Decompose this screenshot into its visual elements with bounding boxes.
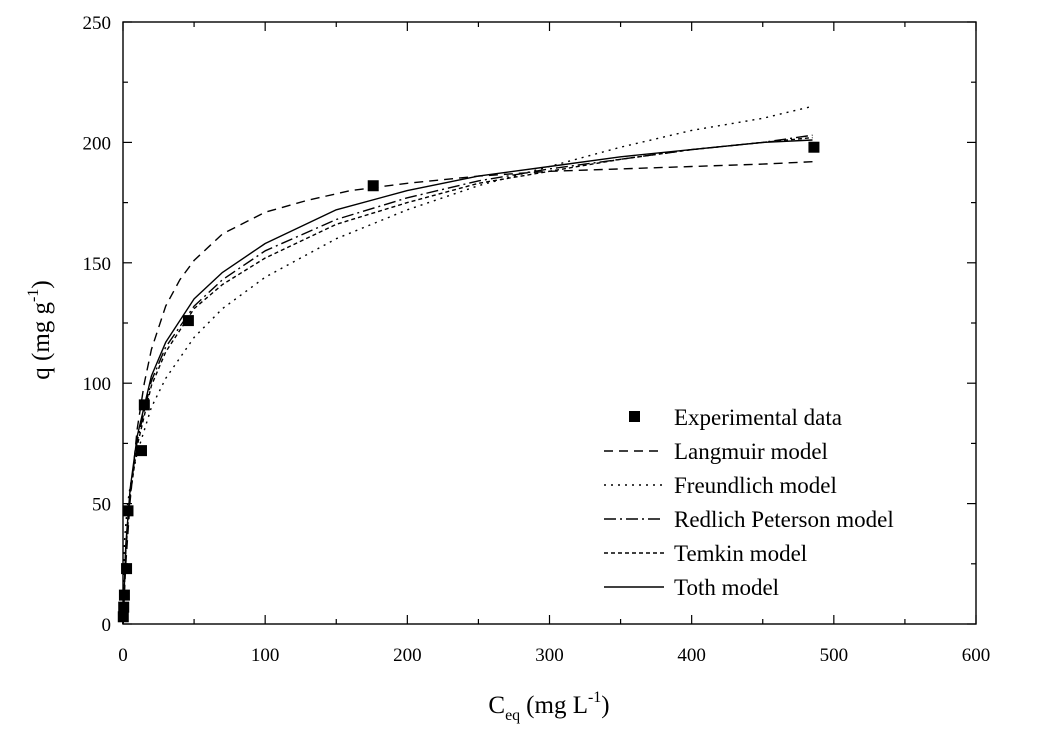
legend-item-temkin-model: Temkin model <box>604 541 807 566</box>
legend: Experimental data Langmuir model Freundlic… <box>604 405 894 600</box>
experimental-data-point <box>118 589 130 601</box>
legend-item-redlich-peterson-model: Redlich Peterson model <box>604 507 894 532</box>
experimental-points <box>117 141 820 623</box>
experimental-data-point <box>135 445 147 457</box>
y-tick-label: 250 <box>83 13 112 34</box>
experimental-data-point <box>121 563 133 575</box>
x-axis-title-main: C <box>488 692 505 719</box>
redlich-peterson-model-curve <box>122 134 813 625</box>
x-axis-title-close: ) <box>601 692 609 719</box>
experimental-data-point <box>118 601 130 613</box>
legend-label: Freundlich model <box>674 473 837 498</box>
x-tick-label: 500 <box>820 645 849 666</box>
y-tick-label: 50 <box>92 495 111 516</box>
y-tick-label: 150 <box>83 254 112 275</box>
legend-item-experimental-data: Experimental data <box>629 405 842 430</box>
legend-item-freundlich-model: Freundlich model <box>604 473 837 498</box>
y-tick-label: 0 <box>102 615 112 636</box>
x-tick-label: 200 <box>393 645 422 666</box>
y-axis-title-close: ) <box>28 280 55 288</box>
plot-frame <box>122 21 977 625</box>
model-curves <box>122 105 813 625</box>
axis-ticks <box>122 21 977 625</box>
toth-model-curve <box>122 139 813 625</box>
y-tick-label: 200 <box>83 133 112 154</box>
y-axis-title-main: q (mg g <box>28 301 55 379</box>
legend-label: Redlich Peterson model <box>674 507 894 532</box>
experimental-data-point <box>117 611 129 623</box>
legend-label: Langmuir model <box>674 439 828 464</box>
legend-marker-square <box>629 411 640 422</box>
y-tick-label: 100 <box>83 374 112 395</box>
y-axis-title: q (mg g-1) <box>25 280 55 379</box>
legend-label: Experimental data <box>674 405 842 430</box>
x-axis-title-subscript: eq <box>505 707 520 724</box>
experimental-data-point <box>138 399 150 411</box>
y-axis-title-superscript: -1 <box>25 289 42 302</box>
legend-item-langmuir-model: Langmuir model <box>604 439 828 464</box>
legend-item-toth-model: Toth model <box>604 575 779 600</box>
x-axis-title-superscript: -1 <box>588 689 601 706</box>
experimental-data-point <box>808 141 820 153</box>
x-tick-label: 100 <box>251 645 280 666</box>
x-axis-title-unit: (mg L <box>526 692 588 719</box>
experimental-data-point <box>122 505 134 517</box>
tick-labels: 0 100 200 300 400 500 600 0 50 100 150 200 250 <box>83 13 991 666</box>
x-tick-label: 300 <box>535 645 564 666</box>
legend-label: Toth model <box>674 575 779 600</box>
x-tick-label: 600 <box>962 645 991 666</box>
x-tick-label: 400 <box>677 645 706 666</box>
experimental-data-point <box>182 315 194 327</box>
temkin-model-curve <box>122 136 813 625</box>
experimental-data-point <box>367 180 379 192</box>
legend-label: Temkin model <box>674 541 807 566</box>
langmuir-model-curve <box>122 161 813 625</box>
x-tick-label: 0 <box>118 645 128 666</box>
x-axis-title: Ceq (mg L-1) <box>488 689 609 724</box>
